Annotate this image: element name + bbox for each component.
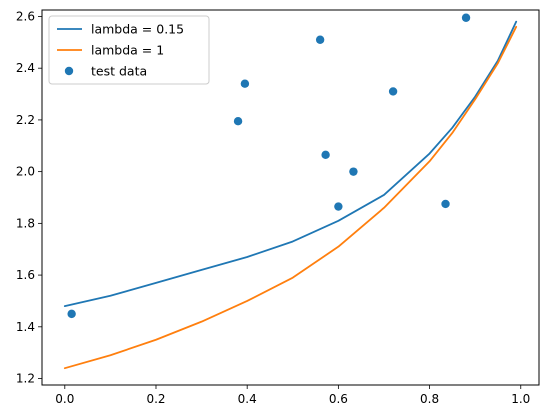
axis-ticks: 0.0 0.2 0.4 0.6 0.8 1.0 1.2 1.4 1.6 1.8 2.0 2.2 2.4 2… (16, 9, 530, 406)
scatter-point (388, 87, 398, 96)
legend-label: test data (91, 64, 147, 79)
x-tick-label: 0.8 (420, 392, 439, 406)
scatter-point (67, 309, 76, 319)
series-line-0 (63, 20, 518, 308)
legend-box (48, 15, 210, 85)
scatter-point (349, 167, 358, 176)
y-tick-label: 1.8 (16, 216, 35, 230)
axes-frame (41, 9, 540, 386)
scatter-point (240, 79, 250, 88)
y-tick-label: 2.0 (16, 165, 35, 179)
series-line-1 (63, 25, 518, 370)
legend-swatch-marker (64, 66, 74, 76)
y-tick-label: 1.4 (16, 320, 35, 334)
scatter-point (233, 117, 243, 126)
plot-area (63, 13, 518, 370)
x-tick-label: 0.4 (238, 392, 257, 406)
scatter-point (461, 13, 471, 22)
scatter-point (321, 150, 330, 160)
legend: lambda = 0.15 lambda = 1 test data (48, 15, 210, 85)
y-tick-label: 2.4 (16, 61, 35, 75)
legend-label: lambda = 0.15 (91, 22, 184, 37)
scatter-point (315, 35, 325, 44)
x-tick-label: 0.6 (329, 392, 348, 406)
x-tick-label: 0.0 (55, 392, 74, 406)
y-tick-label: 1.2 (16, 372, 35, 386)
x-tick-label: 1.0 (511, 392, 530, 406)
y-tick-label: 2.6 (16, 9, 35, 23)
scatter-point (441, 199, 450, 209)
y-tick-label: 1.6 (16, 268, 35, 282)
scatter-point (334, 202, 343, 211)
legend-label: lambda = 1 (91, 43, 164, 58)
x-tick-label: 0.2 (146, 392, 165, 406)
y-tick-label: 2.2 (16, 113, 35, 127)
